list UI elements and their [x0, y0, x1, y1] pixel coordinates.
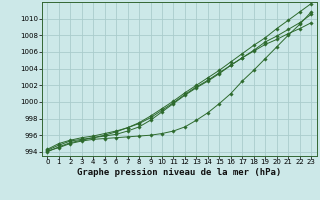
X-axis label: Graphe pression niveau de la mer (hPa): Graphe pression niveau de la mer (hPa) [77, 168, 281, 177]
